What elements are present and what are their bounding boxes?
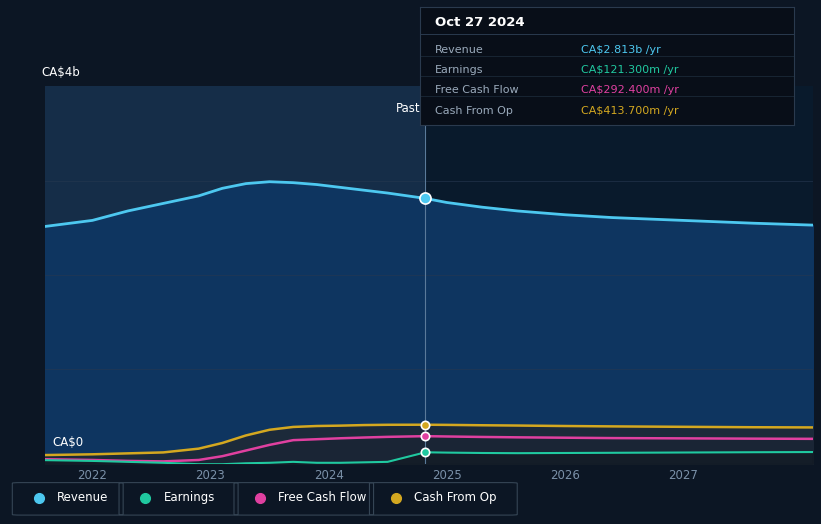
Text: Free Cash Flow: Free Cash Flow	[278, 492, 367, 504]
Text: CA$292.400m /yr: CA$292.400m /yr	[581, 85, 679, 95]
Text: Free Cash Flow: Free Cash Flow	[435, 85, 519, 95]
Text: Analysts Forecasts: Analysts Forecasts	[430, 102, 540, 115]
Text: Oct 27 2024: Oct 27 2024	[435, 16, 525, 29]
Text: CA$4b: CA$4b	[41, 66, 80, 79]
Bar	[45, 86, 425, 464]
Text: Past: Past	[396, 102, 420, 115]
Text: Revenue: Revenue	[435, 45, 484, 55]
Text: Revenue: Revenue	[57, 492, 108, 504]
Text: CA$413.700m /yr: CA$413.700m /yr	[581, 106, 679, 116]
Text: CA$121.300m /yr: CA$121.300m /yr	[581, 65, 678, 75]
Text: Earnings: Earnings	[435, 65, 484, 75]
Text: Cash From Op: Cash From Op	[435, 106, 513, 116]
Bar	[425, 86, 813, 464]
Text: Earnings: Earnings	[163, 492, 215, 504]
Text: Cash From Op: Cash From Op	[414, 492, 496, 504]
Text: CA$0: CA$0	[53, 435, 84, 449]
Text: CA$2.813b /yr: CA$2.813b /yr	[581, 45, 661, 55]
